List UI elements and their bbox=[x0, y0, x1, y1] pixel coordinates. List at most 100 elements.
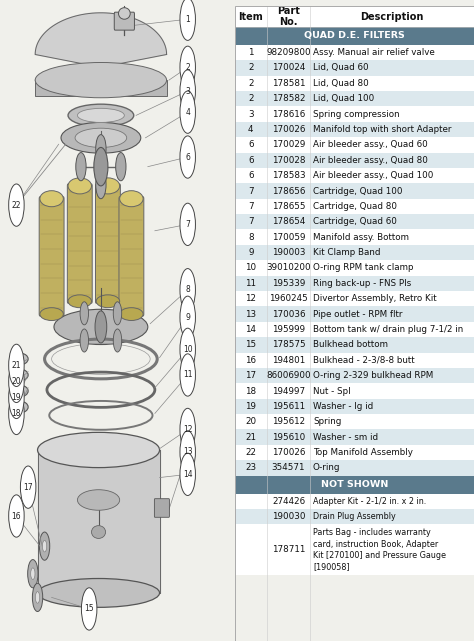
Ellipse shape bbox=[12, 385, 28, 397]
FancyBboxPatch shape bbox=[67, 184, 92, 303]
Text: 17: 17 bbox=[245, 371, 256, 380]
Text: 12: 12 bbox=[245, 294, 256, 303]
Text: O-ring: O-ring bbox=[313, 463, 340, 472]
Bar bbox=[235, 137, 474, 153]
Ellipse shape bbox=[68, 178, 91, 194]
Text: 20: 20 bbox=[245, 417, 256, 426]
Text: 7: 7 bbox=[248, 217, 254, 226]
Circle shape bbox=[39, 532, 50, 560]
Text: 8: 8 bbox=[185, 285, 190, 294]
Circle shape bbox=[94, 147, 108, 186]
Bar bbox=[235, 45, 474, 60]
Text: 9: 9 bbox=[185, 313, 190, 322]
Text: Assy. Manual air relief valve: Assy. Manual air relief valve bbox=[313, 48, 435, 57]
Ellipse shape bbox=[37, 432, 160, 468]
Ellipse shape bbox=[119, 191, 143, 206]
Circle shape bbox=[20, 466, 36, 508]
Ellipse shape bbox=[75, 128, 127, 147]
Text: 194801: 194801 bbox=[272, 356, 305, 365]
Ellipse shape bbox=[40, 191, 64, 206]
Circle shape bbox=[43, 540, 47, 552]
Text: O-ring RPM tank clamp: O-ring RPM tank clamp bbox=[313, 263, 413, 272]
Ellipse shape bbox=[35, 62, 166, 98]
Bar bbox=[235, 509, 474, 524]
Ellipse shape bbox=[96, 295, 119, 308]
Bar bbox=[235, 183, 474, 199]
Text: Parts Bag - includes warranty
card, instruction Book, Adapter
Kit [270100] and P: Parts Bag - includes warranty card, inst… bbox=[313, 528, 446, 570]
Text: 20: 20 bbox=[11, 377, 21, 386]
Text: Air bleeder assy., Quad 60: Air bleeder assy., Quad 60 bbox=[313, 140, 428, 149]
Bar bbox=[235, 245, 474, 260]
Circle shape bbox=[180, 203, 195, 246]
Text: 21: 21 bbox=[12, 361, 21, 370]
Text: Spring compression: Spring compression bbox=[313, 110, 400, 119]
Circle shape bbox=[27, 560, 38, 588]
Text: 15: 15 bbox=[84, 604, 94, 613]
Text: Manifold top with short Adapter: Manifold top with short Adapter bbox=[313, 125, 451, 134]
Text: 195612: 195612 bbox=[272, 417, 305, 426]
FancyBboxPatch shape bbox=[119, 197, 144, 316]
Circle shape bbox=[180, 453, 195, 495]
Text: 178711: 178711 bbox=[272, 545, 305, 554]
Ellipse shape bbox=[12, 401, 28, 413]
Text: 22: 22 bbox=[12, 201, 21, 210]
Text: O-ring 2-329 bulkhead RPM: O-ring 2-329 bulkhead RPM bbox=[313, 371, 433, 380]
Text: 18: 18 bbox=[245, 387, 256, 395]
Text: 11: 11 bbox=[183, 370, 192, 379]
Text: 19: 19 bbox=[245, 402, 256, 411]
Text: 7: 7 bbox=[248, 202, 254, 211]
Bar bbox=[235, 322, 474, 337]
Ellipse shape bbox=[119, 308, 143, 320]
Text: Air bleeder assy., Quad 80: Air bleeder assy., Quad 80 bbox=[313, 156, 428, 165]
FancyBboxPatch shape bbox=[155, 499, 169, 517]
Bar bbox=[235, 429, 474, 445]
Text: Bottom tank w/ drain plug 7-1/2 in: Bottom tank w/ drain plug 7-1/2 in bbox=[313, 325, 463, 334]
Text: Spring: Spring bbox=[313, 417, 341, 426]
FancyBboxPatch shape bbox=[39, 197, 64, 316]
Bar bbox=[235, 291, 474, 306]
Circle shape bbox=[180, 408, 195, 451]
Bar bbox=[235, 306, 474, 322]
Text: 190030: 190030 bbox=[272, 512, 305, 521]
Text: 274426: 274426 bbox=[272, 497, 305, 506]
Text: 170029: 170029 bbox=[272, 140, 305, 149]
Text: 178655: 178655 bbox=[272, 202, 305, 211]
Ellipse shape bbox=[12, 369, 28, 381]
Text: 195339: 195339 bbox=[272, 279, 305, 288]
Circle shape bbox=[180, 136, 195, 178]
Circle shape bbox=[32, 583, 43, 612]
Text: Pipe outlet - RPM fltr: Pipe outlet - RPM fltr bbox=[313, 310, 402, 319]
Circle shape bbox=[180, 296, 195, 338]
Text: 7: 7 bbox=[248, 187, 254, 196]
Text: 15: 15 bbox=[245, 340, 256, 349]
Text: 22: 22 bbox=[245, 448, 256, 457]
Text: 170026: 170026 bbox=[272, 125, 305, 134]
Text: 98209800: 98209800 bbox=[266, 48, 311, 57]
Text: 170036: 170036 bbox=[272, 310, 305, 319]
Circle shape bbox=[180, 0, 195, 40]
Ellipse shape bbox=[77, 108, 124, 122]
Polygon shape bbox=[35, 13, 166, 80]
Text: 178582: 178582 bbox=[272, 94, 305, 103]
Text: Cartridge, Quad 100: Cartridge, Quad 100 bbox=[313, 187, 402, 196]
Ellipse shape bbox=[54, 310, 148, 345]
Ellipse shape bbox=[61, 122, 141, 153]
Bar bbox=[235, 6, 474, 27]
Text: Adapter Kit - 2-1/2 in. x 2 in.: Adapter Kit - 2-1/2 in. x 2 in. bbox=[313, 497, 426, 506]
Circle shape bbox=[82, 588, 97, 630]
Bar bbox=[235, 260, 474, 276]
Text: 6: 6 bbox=[248, 156, 254, 165]
FancyBboxPatch shape bbox=[35, 80, 166, 96]
Text: 8: 8 bbox=[248, 233, 254, 242]
Circle shape bbox=[180, 328, 195, 370]
Text: 11: 11 bbox=[245, 279, 256, 288]
Bar bbox=[235, 399, 474, 414]
Circle shape bbox=[180, 269, 195, 311]
Text: Top Manifold Assembly: Top Manifold Assembly bbox=[313, 448, 413, 457]
Text: 14: 14 bbox=[183, 470, 192, 479]
Text: Description: Description bbox=[360, 12, 424, 22]
Circle shape bbox=[180, 431, 195, 473]
Bar bbox=[235, 91, 474, 106]
Text: 190003: 190003 bbox=[272, 248, 305, 257]
Bar bbox=[235, 214, 474, 229]
